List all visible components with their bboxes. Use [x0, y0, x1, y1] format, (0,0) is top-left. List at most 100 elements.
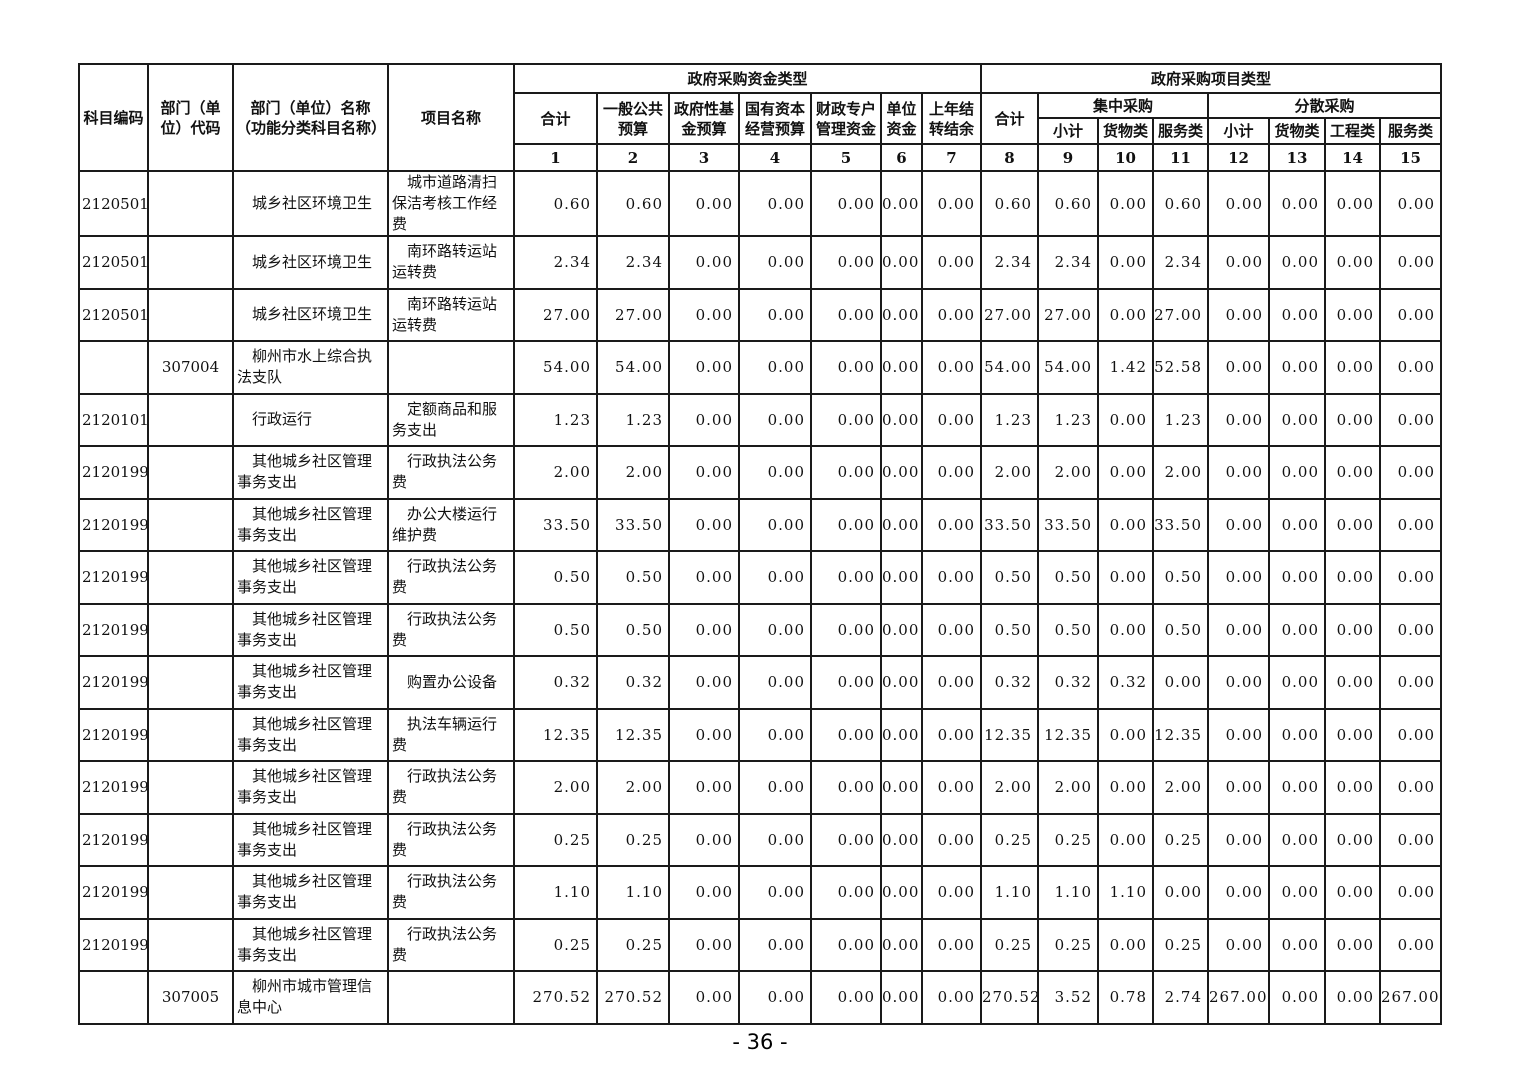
value-cell: 0.25	[1152, 917, 1210, 972]
value-cell: 0.00	[1207, 340, 1271, 395]
value-cell: 0.00	[668, 602, 740, 657]
value-cell: 0.00	[810, 760, 882, 815]
value-cell: 0.50	[1152, 550, 1210, 605]
value-cell: 0.00	[1324, 445, 1382, 500]
value-cell: 0.00	[668, 392, 740, 447]
value-cell: 0.00	[1379, 865, 1443, 920]
value-cell: 0.00	[1324, 655, 1382, 710]
value-cell: 0.00	[920, 392, 983, 447]
dept-code-cell	[147, 445, 234, 500]
value-cell: 0.00	[1379, 170, 1443, 237]
value-cell: 0.00	[668, 812, 740, 867]
col-number: 11	[1152, 143, 1210, 172]
value-cell: 2.34	[1152, 235, 1210, 290]
table-row: 2120199 其他城乡社区管理事务支出 行政执法公务费 2.00 2.00 0.00 0.…	[78, 760, 1443, 815]
subject-code-cell: 2120501	[78, 170, 149, 237]
value-cell: 0.00	[1207, 602, 1271, 657]
value-cell: 0.00	[738, 340, 812, 395]
page-number: - 36 -	[732, 1030, 788, 1054]
dept-code-cell	[147, 392, 234, 447]
col-number: 15	[1379, 143, 1443, 172]
table-row: 2120101 行政运行 定额商品和服务支出 1.23 1.23 0.00 0.00 0.00…	[78, 392, 1443, 447]
value-cell: 0.00	[738, 235, 812, 290]
dept-name-cell: 其他城乡社区管理事务支出	[232, 865, 389, 920]
value-cell: 0.50	[980, 602, 1040, 657]
col-header-carryover: 上年结 转结余	[920, 92, 983, 145]
value-cell: 0.00	[1152, 865, 1210, 920]
col-header-centralized-goods: 货物类	[1097, 117, 1155, 145]
value-cell: 0.00	[1207, 497, 1271, 552]
subject-code-cell: 2120199	[78, 917, 149, 972]
col-number: 8	[980, 143, 1040, 172]
value-cell: 0.00	[1097, 917, 1155, 972]
value-cell: 0.00	[668, 655, 740, 710]
dept-code-cell	[147, 917, 234, 972]
value-cell: 270.52	[980, 970, 1040, 1025]
value-cell: 0.00	[1324, 760, 1382, 815]
value-cell: 27.00	[513, 287, 598, 342]
value-cell: 0.00	[1097, 812, 1155, 867]
value-cell: 54.00	[596, 340, 670, 395]
value-cell: 0.00	[1268, 392, 1327, 447]
table-row: 2120501 城乡社区环境卫生 南环路转运站运转费 27.00 27.00 0.00 0.…	[78, 287, 1443, 342]
value-cell: 1.10	[596, 865, 670, 920]
header-row-groups: 科目编码 部门（单 位）代码 部门（单位）名称 （功能分类科目名称） 项目名称 …	[78, 63, 1443, 172]
table-row: 2120199 其他城乡社区管理事务支出 购置办公设备 0.32 0.32 0.00 0.0…	[78, 655, 1443, 710]
value-cell: 0.00	[668, 497, 740, 552]
value-cell: 0.00	[1379, 287, 1443, 342]
value-cell: 1.23	[1152, 392, 1210, 447]
subject-code-cell: 2120199	[78, 865, 149, 920]
subject-code-cell	[78, 970, 149, 1025]
table-row: 2120199 其他城乡社区管理事务支出 执法车辆运行费 12.35 12.35 0.00…	[78, 707, 1443, 762]
value-cell: 0.00	[738, 917, 812, 972]
col-number: 2	[596, 143, 670, 172]
value-cell: 52.58	[1152, 340, 1210, 395]
dept-name-cell: 城乡社区环境卫生	[232, 170, 389, 237]
header-row-numbers: 1 2 3 4 5 6 7 8 9 10 11 12 13 14 15	[79, 143, 1443, 172]
value-cell: 0.00	[738, 970, 812, 1025]
value-cell: 0.00	[668, 760, 740, 815]
value-cell: 2.34	[513, 235, 598, 290]
value-cell: 0.00	[880, 340, 923, 395]
value-cell: 0.00	[1268, 287, 1327, 342]
value-cell: 0.00	[1324, 812, 1382, 867]
value-cell: 0.00	[1207, 392, 1271, 447]
value-cell: 0.00	[880, 550, 923, 605]
value-cell: 54.00	[513, 340, 598, 395]
value-cell: 0.00	[1097, 445, 1155, 500]
value-cell: 0.00	[1379, 812, 1443, 867]
value-cell: 0.00	[1324, 550, 1382, 605]
value-cell: 12.35	[513, 707, 598, 762]
value-cell: 0.00	[668, 970, 740, 1025]
value-cell: 0.00	[1379, 445, 1443, 500]
value-cell: 0.00	[1379, 340, 1443, 395]
value-cell: 27.00	[1152, 287, 1210, 342]
value-cell: 0.00	[920, 445, 983, 500]
value-cell: 0.00	[920, 170, 983, 237]
value-cell: 0.00	[880, 655, 923, 710]
value-cell: 0.50	[513, 550, 598, 605]
value-cell: 0.00	[1324, 970, 1382, 1025]
dept-name-cell: 柳州市水上综合执法支队	[232, 340, 389, 395]
value-cell: 0.00	[1324, 602, 1382, 657]
dept-code-cell	[147, 170, 234, 237]
value-cell: 0.60	[980, 170, 1040, 237]
value-cell: 0.00	[1268, 970, 1327, 1025]
value-cell: 0.00	[1097, 497, 1155, 552]
value-cell: 1.10	[1097, 865, 1155, 920]
value-cell: 0.00	[1379, 602, 1443, 657]
value-cell: 0.00	[810, 970, 882, 1025]
value-cell: 2.00	[513, 445, 598, 500]
value-cell: 0.00	[880, 445, 923, 500]
project-name-cell: 执法车辆运行费	[387, 707, 515, 762]
value-cell: 267.00	[1207, 970, 1271, 1025]
dept-name-cell: 其他城乡社区管理事务支出	[232, 655, 389, 710]
subject-code-cell	[78, 340, 149, 395]
value-cell: 0.50	[513, 602, 598, 657]
value-cell: 0.00	[880, 812, 923, 867]
value-cell: 0.00	[920, 760, 983, 815]
value-cell: 0.00	[1207, 760, 1271, 815]
col-number: 14	[1324, 143, 1382, 172]
value-cell: 1.42	[1097, 340, 1155, 395]
value-cell: 0.00	[668, 707, 740, 762]
